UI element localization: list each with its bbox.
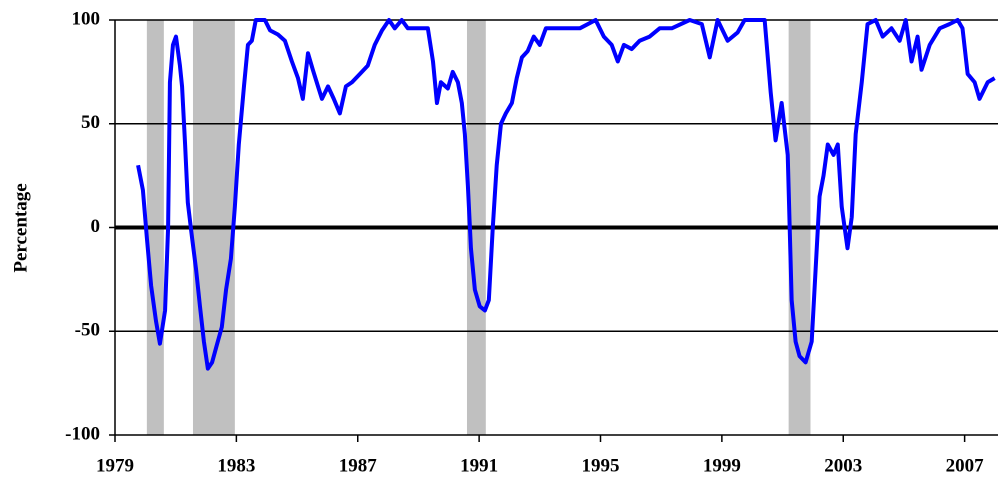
x-tick-label: 1999	[703, 455, 741, 476]
y-tick-label: 100	[72, 8, 101, 29]
data-line	[136, 18, 996, 371]
x-tick-label: 1979	[96, 455, 134, 476]
y-tick-label: -50	[75, 320, 100, 341]
y-tick-label: -100	[65, 423, 100, 444]
x-tick-label: 2007	[946, 455, 985, 476]
y-axis-label: Percentage	[10, 183, 31, 272]
y-tick-label: 0	[91, 216, 101, 237]
x-tick-label: 2003	[824, 455, 862, 476]
x-tick-label: 1987	[339, 455, 378, 476]
x-tick-label: 1995	[581, 455, 619, 476]
y-tick-label: 50	[81, 112, 100, 133]
x-tick-label: 1991	[460, 455, 498, 476]
x-tick-label: 1983	[217, 455, 255, 476]
